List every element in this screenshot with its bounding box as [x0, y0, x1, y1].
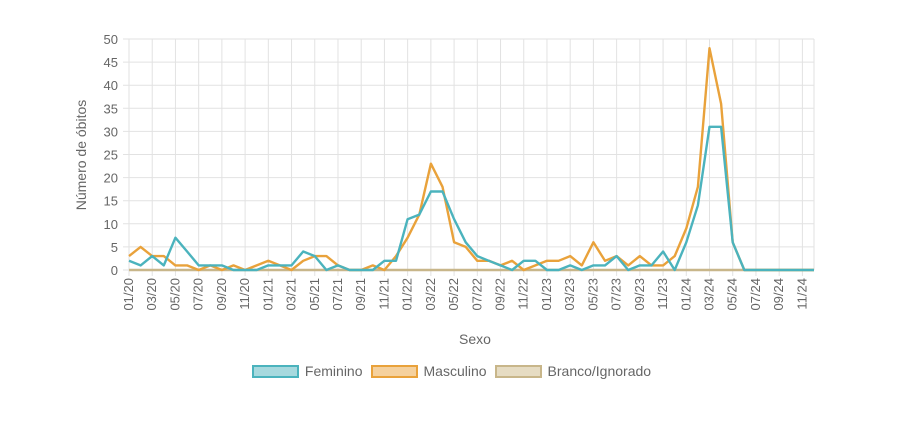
legend-label: Masculino	[423, 363, 487, 379]
x-tick-label: 07/23	[609, 278, 624, 311]
series-lines	[128, 47, 814, 272]
x-tick-label: 03/21	[284, 278, 299, 311]
x-tick-label: 09/23	[632, 278, 647, 311]
legend-label: Branco/Ignorado	[547, 363, 652, 379]
y-axis-ticks: 0 5 10 15 20 25 30 35 40 45 50	[104, 32, 118, 278]
x-tick-label: 09/22	[493, 278, 508, 311]
series-line-masculino	[128, 47, 814, 272]
x-tick-label: 11/20	[237, 278, 252, 310]
y-tick-label: 50	[104, 32, 118, 47]
x-tick-label: 07/21	[330, 278, 345, 311]
x-tick-label: 11/23	[655, 278, 670, 310]
x-tick-label: 11/24	[794, 278, 809, 310]
x-tick-label: 05/21	[307, 278, 322, 311]
x-tick-label: 05/20	[167, 278, 182, 311]
legend-swatch	[251, 364, 299, 378]
x-tick-label: 01/20	[121, 278, 136, 311]
x-tick-label: 01/24	[678, 278, 693, 311]
y-tick-label: 10	[104, 217, 118, 232]
y-tick-label: 0	[111, 263, 118, 278]
x-tick-label: 09/24	[771, 278, 786, 311]
x-tick-label: 11/21	[376, 278, 391, 310]
x-tick-label: 05/24	[725, 278, 740, 311]
legend-item-masculino[interactable]: Masculino	[370, 363, 487, 379]
x-tick-label: 05/23	[585, 278, 600, 311]
y-axis-label: Número de óbitos	[73, 100, 89, 211]
y-tick-label: 25	[104, 148, 118, 163]
x-tick-label: 01/22	[400, 278, 415, 311]
x-tick-label: 07/24	[748, 278, 763, 311]
x-tick-label: 11/22	[516, 278, 531, 310]
x-tick-label: 01/23	[539, 278, 554, 311]
x-tick-label: 03/24	[702, 278, 717, 311]
series-line-feminino	[128, 125, 814, 272]
x-tick-label: 03/20	[144, 278, 159, 311]
legend-swatch	[370, 364, 418, 378]
y-tick-label: 40	[104, 78, 118, 93]
x-tick-label: 07/22	[469, 278, 484, 311]
x-tick-label: 05/22	[446, 278, 461, 311]
y-tick-label: 15	[104, 194, 118, 209]
x-axis-ticks: 01/20 03/20 05/20 07/20 09/20 11/20 01/21 03/21…	[121, 278, 809, 311]
legend-item-branco-ignorado[interactable]: Branco/Ignorado	[494, 363, 652, 379]
x-tick-label: 03/23	[562, 278, 577, 311]
x-axis-label: Sexo	[459, 331, 491, 347]
x-tick-label: 09/21	[353, 278, 368, 311]
legend: Feminino Masculino Branco/Ignorado	[0, 363, 903, 379]
x-tick-label: 09/20	[214, 278, 229, 311]
x-tick-label: 03/22	[423, 278, 438, 311]
y-tick-label: 5	[111, 240, 118, 255]
y-tick-label: 35	[104, 101, 118, 116]
x-tick-label: 07/20	[191, 278, 206, 311]
y-tick-label: 45	[104, 55, 118, 70]
y-tick-label: 30	[104, 124, 118, 139]
legend-item-feminino[interactable]: Feminino	[251, 363, 363, 379]
y-tick-label: 20	[104, 171, 118, 186]
grid	[123, 38, 815, 276]
legend-label: Feminino	[304, 363, 363, 379]
x-tick-label: 01/21	[260, 278, 275, 311]
legend-swatch	[494, 364, 542, 378]
